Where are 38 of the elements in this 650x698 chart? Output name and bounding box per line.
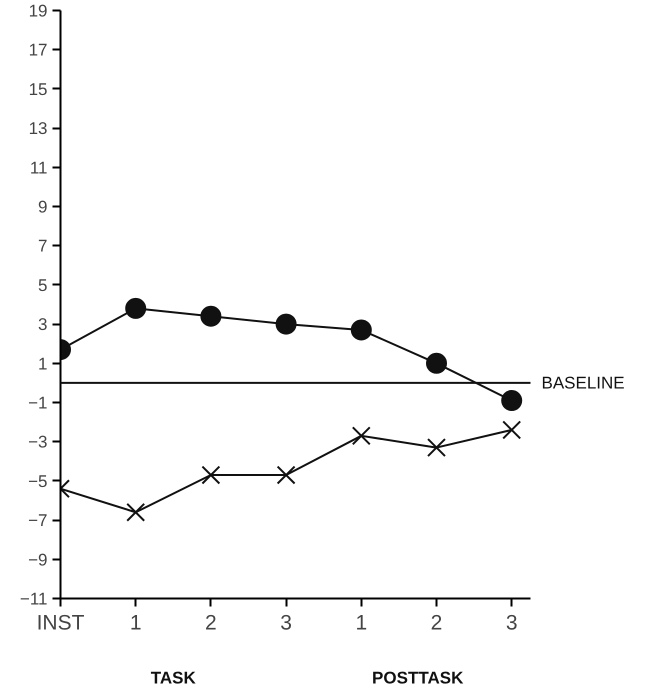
- y-tick-label: 1: [38, 354, 48, 374]
- y-tick-label: −7: [28, 511, 48, 530]
- y-tick-label: −5: [28, 472, 48, 491]
- y-tick-label: 17: [28, 40, 48, 60]
- y-tick-label: 9: [38, 198, 48, 216]
- y-tick-label: 19: [28, 2, 48, 20]
- x-tick-label: 1: [130, 612, 142, 634]
- point: [201, 466, 220, 485]
- point: [276, 466, 296, 485]
- point: [276, 314, 297, 335]
- y-tick-label: −1: [28, 394, 48, 412]
- point: [200, 306, 222, 327]
- y-tick-label: 15: [28, 80, 48, 99]
- point: [125, 298, 146, 319]
- x-tick-label: 1: [355, 612, 368, 634]
- x-tick-label: 3: [506, 612, 518, 634]
- text: POSTTASK: [372, 668, 464, 688]
- y-tick-label: −3: [28, 432, 48, 452]
- x-tick-label: 2: [430, 612, 442, 634]
- y-tick-label: 3: [38, 315, 48, 334]
- x-tick-label: 3: [280, 612, 292, 634]
- x-tick-label: INST: [36, 612, 85, 634]
- point: [501, 390, 522, 412]
- text: TASK: [150, 668, 197, 688]
- y-tick-label: 7: [38, 236, 48, 256]
- x-tick-label: 2: [205, 612, 217, 634]
- y-tick-label: 11: [30, 158, 48, 178]
- ref-line-label: BASELINE: [542, 373, 625, 392]
- point: [126, 502, 146, 522]
- y-tick-label: 5: [38, 276, 48, 295]
- y-tick-label: −11: [20, 590, 48, 608]
- point: [352, 426, 371, 446]
- point: [350, 320, 372, 340]
- y-tick-label: −9: [28, 550, 48, 570]
- point: [427, 438, 446, 458]
- y-tick-label: 13: [28, 119, 48, 138]
- point: [426, 352, 447, 374]
- point: [502, 420, 522, 440]
